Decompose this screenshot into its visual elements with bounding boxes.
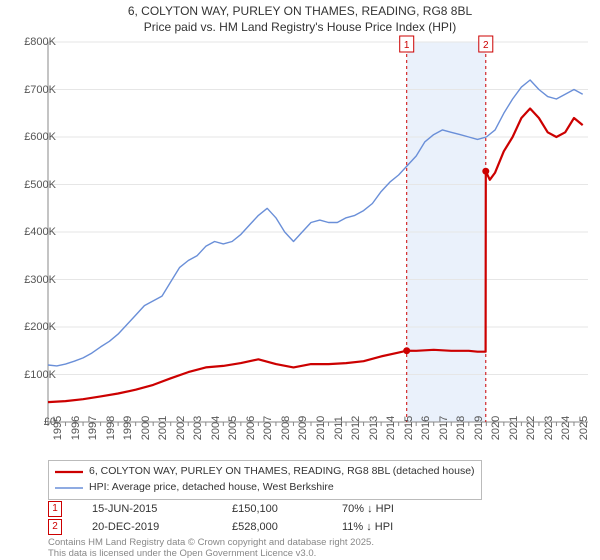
annotation-delta: 70% ↓ HPI [342,503,394,515]
x-tick-label: 2006 [245,416,257,440]
chart-container: { "title": { "line1": "6, COLYTON WAY, P… [0,0,600,560]
title-line-1: 6, COLYTON WAY, PURLEY ON THAMES, READIN… [0,4,600,20]
x-tick-label: 2007 [262,416,274,440]
chart-plot-area: 12 [48,42,588,422]
y-tick-label: £400K [10,226,56,238]
x-tick-label: 2003 [192,416,204,440]
chart-svg: 12 [48,42,588,422]
annotation-row: 2 20-DEC-2019 £528,000 11% ↓ HPI [48,518,394,536]
x-tick-label: 2013 [368,416,380,440]
x-tick-label: 1996 [70,416,82,440]
legend-item-price-paid: 6, COLYTON WAY, PURLEY ON THAMES, READIN… [55,464,475,480]
x-tick-label: 2015 [403,416,415,440]
x-tick-label: 2023 [543,416,555,440]
x-tick-label: 2008 [280,416,292,440]
x-tick-label: 2005 [227,416,239,440]
footer-line-2: This data is licensed under the Open Gov… [48,549,374,560]
x-tick-label: 2014 [385,416,397,440]
y-tick-label: £600K [10,131,56,143]
annotation-price: £528,000 [232,521,312,533]
x-tick-label: 2025 [578,416,590,440]
svg-text:1: 1 [404,40,410,51]
y-tick-label: £100K [10,369,56,381]
x-tick-label: 2017 [438,416,450,440]
y-tick-label: £800K [10,36,56,48]
x-tick-label: 2011 [333,416,345,440]
chart-title: 6, COLYTON WAY, PURLEY ON THAMES, READIN… [0,0,600,35]
legend-label: 6, COLYTON WAY, PURLEY ON THAMES, READIN… [89,464,475,480]
x-tick-label: 1995 [52,416,64,440]
annotation-date: 15-JUN-2015 [92,503,202,515]
x-tick-label: 2009 [297,416,309,440]
annotation-price: £150,100 [232,503,312,515]
x-tick-label: 1998 [105,416,117,440]
svg-text:2: 2 [483,40,489,51]
x-tick-label: 2010 [315,416,327,440]
marker-badge: 2 [48,519,62,535]
y-tick-label: £0 [10,416,56,428]
y-tick-label: £200K [10,321,56,333]
footer-attribution: Contains HM Land Registry data © Crown c… [48,538,374,560]
legend: 6, COLYTON WAY, PURLEY ON THAMES, READIN… [48,460,482,500]
y-tick-label: £300K [10,274,56,286]
sale-annotations: 1 15-JUN-2015 £150,100 70% ↓ HPI 2 20-DE… [48,500,394,536]
marker-badge: 1 [48,501,62,517]
legend-label: HPI: Average price, detached house, West… [89,480,334,496]
x-tick-label: 2016 [420,416,432,440]
annotation-delta: 11% ↓ HPI [342,521,393,533]
x-tick-label: 2002 [175,416,187,440]
x-tick-label: 2018 [455,416,467,440]
x-tick-label: 2012 [350,416,362,440]
x-tick-label: 2019 [473,416,485,440]
x-tick-label: 2001 [157,416,169,440]
x-tick-label: 2004 [210,416,222,440]
x-tick-label: 2020 [490,416,502,440]
title-line-2: Price paid vs. HM Land Registry's House … [0,20,600,36]
x-tick-label: 2021 [508,416,520,440]
x-tick-label: 1997 [87,416,99,440]
x-tick-label: 2024 [560,416,572,440]
y-tick-label: £500K [10,179,56,191]
y-tick-label: £700K [10,84,56,96]
legend-item-hpi: HPI: Average price, detached house, West… [55,480,475,496]
x-tick-label: 2022 [525,416,537,440]
annotation-date: 20-DEC-2019 [92,521,202,533]
x-tick-label: 1999 [122,416,134,440]
x-tick-label: 2000 [140,416,152,440]
annotation-row: 1 15-JUN-2015 £150,100 70% ↓ HPI [48,500,394,518]
